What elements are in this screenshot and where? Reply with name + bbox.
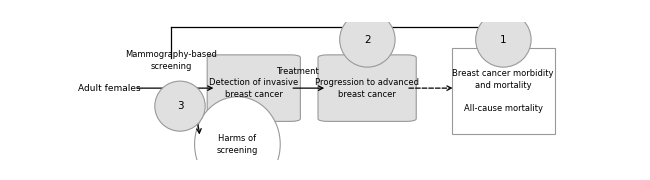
FancyBboxPatch shape [318, 55, 416, 121]
Text: Adult females: Adult females [77, 84, 140, 93]
Text: 1: 1 [500, 35, 507, 45]
Text: Harms of
screening: Harms of screening [216, 134, 258, 155]
Text: 2: 2 [364, 35, 370, 45]
Ellipse shape [340, 12, 395, 67]
Text: Mammography-based
screening: Mammography-based screening [125, 50, 217, 71]
Ellipse shape [194, 97, 280, 180]
Text: Treatment: Treatment [276, 67, 319, 76]
Text: Progression to advanced
breast cancer: Progression to advanced breast cancer [315, 78, 419, 98]
Ellipse shape [476, 12, 531, 67]
Text: 3: 3 [177, 101, 183, 111]
Text: Detection of invasive
breast cancer: Detection of invasive breast cancer [209, 78, 298, 98]
Ellipse shape [155, 81, 205, 131]
FancyBboxPatch shape [207, 55, 300, 121]
FancyBboxPatch shape [452, 48, 554, 134]
Text: Breast cancer morbidity
and mortality

All-cause mortality: Breast cancer morbidity and mortality Al… [452, 69, 554, 113]
